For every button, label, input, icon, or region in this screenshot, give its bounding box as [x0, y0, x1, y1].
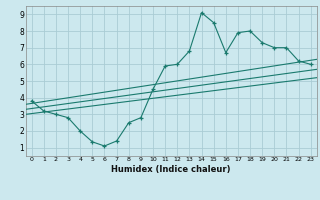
X-axis label: Humidex (Indice chaleur): Humidex (Indice chaleur)	[111, 165, 231, 174]
